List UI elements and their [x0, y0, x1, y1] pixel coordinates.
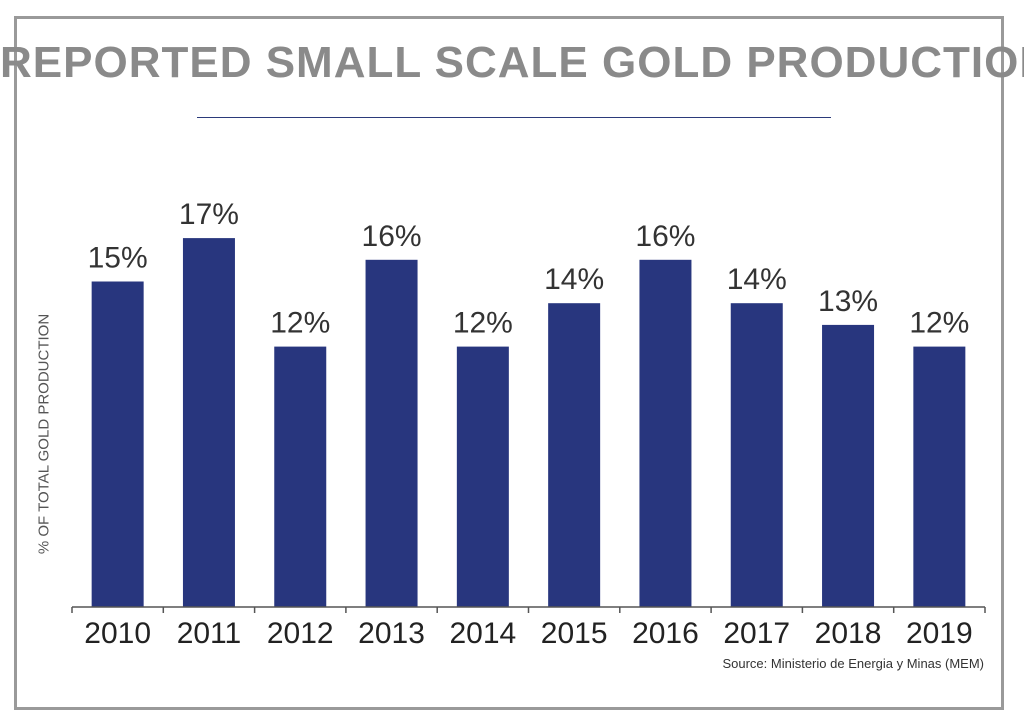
x-tick-label-2018: 2018 [815, 617, 882, 650]
x-tick-label-2011: 2011 [177, 617, 242, 650]
data-label-2013: 16% [362, 220, 422, 253]
x-tick-label-2017: 2017 [723, 617, 790, 650]
data-label-2015: 14% [544, 263, 604, 296]
x-tick-labels-layer: 2010 2011 2012 2013 2014 2015 2016 2017 2018 2019 [84, 617, 972, 650]
x-tick-label-2014: 2014 [449, 617, 516, 650]
data-label-2017: 14% [727, 263, 787, 296]
bar-2013 [365, 259, 418, 607]
data-label-2010: 15% [88, 242, 148, 275]
title-underline [197, 117, 831, 118]
chart-title: REPORTED SMALL SCALE GOLD PRODUCTION [0, 38, 1024, 87]
bars-layer [91, 238, 966, 607]
bar-2010 [91, 281, 144, 607]
data-label-2016: 16% [635, 220, 695, 253]
source-note: Source: Ministerio de Energia y Minas (M… [722, 656, 984, 671]
x-axis [71, 606, 986, 613]
data-label-2019: 12% [909, 307, 969, 340]
x-tick-label-2016: 2016 [632, 617, 699, 650]
bar-2012 [274, 346, 327, 607]
bar-2017 [730, 303, 783, 607]
bar-2016 [639, 259, 692, 607]
bar-2019 [913, 346, 966, 607]
bar-2015 [548, 303, 601, 607]
x-tick-label-2012: 2012 [267, 617, 334, 650]
x-tick-label-2010: 2010 [84, 617, 151, 650]
data-label-2012: 12% [270, 307, 330, 340]
data-label-2011: 17% [179, 198, 239, 231]
x-tick-label-2015: 2015 [541, 617, 608, 650]
bar-2014 [456, 346, 509, 607]
data-label-2018: 13% [818, 285, 878, 318]
data-label-2014: 12% [453, 307, 513, 340]
data-labels-layer: 15% 17% 12% 16% 12% 14% 16% 14% 13% 12% [88, 198, 970, 340]
x-tick-label-2013: 2013 [358, 617, 425, 650]
x-tick-label-2019: 2019 [906, 617, 973, 650]
bar-2011 [182, 238, 235, 607]
bar-2018 [822, 324, 875, 607]
